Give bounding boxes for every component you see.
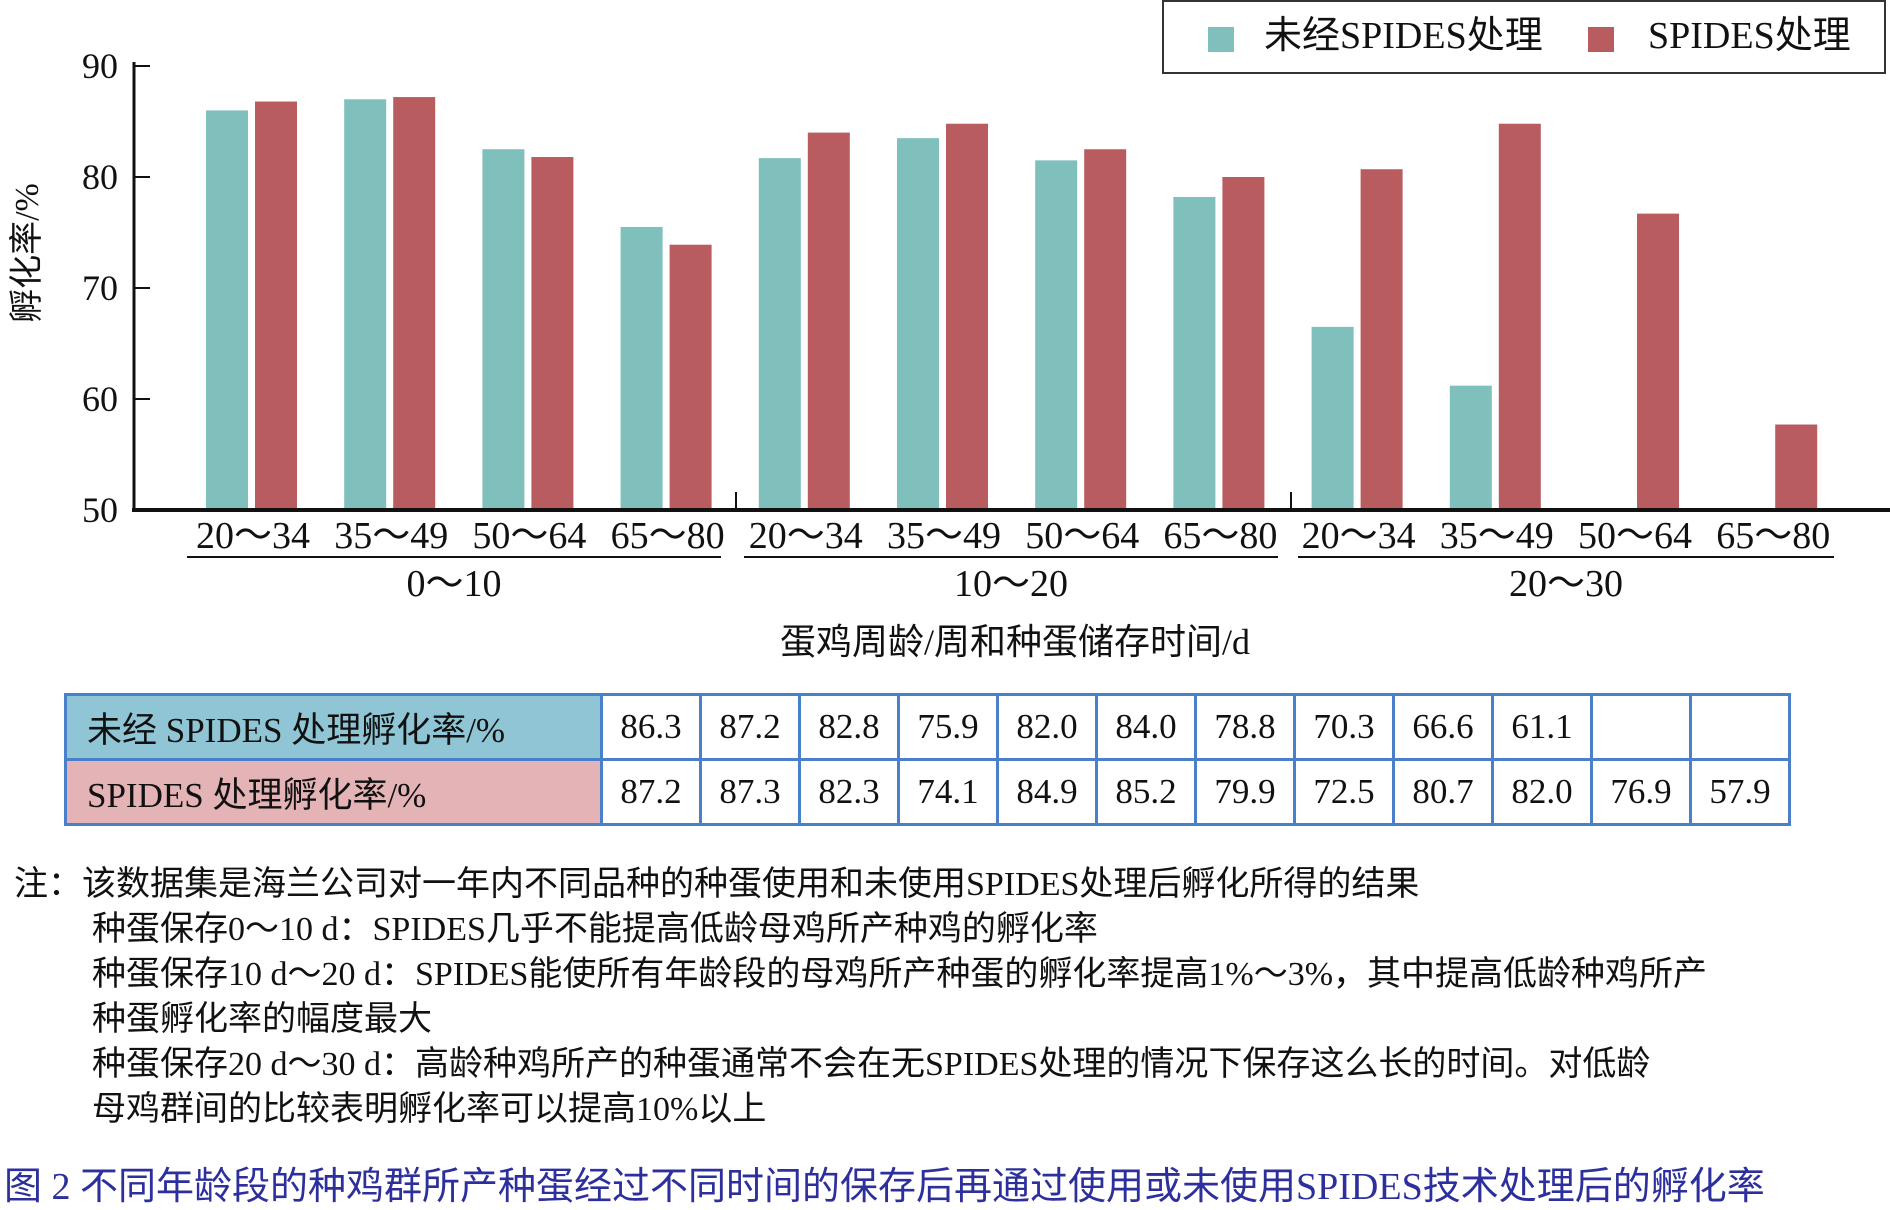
bar-chart: 50 60 70 80 90 20～34 35～49 50～64 65～80 20～34 35～49… bbox=[8, 46, 1890, 662]
note-line: 种蛋保存0～10 d：SPIDES几乎不能提高低龄母鸡所产种鸡的孵化率 bbox=[92, 911, 1098, 948]
bar-treated bbox=[531, 157, 574, 510]
x-tick-label: 35～49 bbox=[334, 515, 448, 557]
bar-treated bbox=[1222, 177, 1265, 510]
group-label: 0～10 bbox=[406, 563, 501, 605]
bar-untreated bbox=[897, 138, 939, 510]
x-tick-label: 35～49 bbox=[887, 515, 1001, 557]
table-cell: 61.1 bbox=[1491, 693, 1593, 761]
bar-treated bbox=[1637, 213, 1679, 510]
legend-label-treated: SPIDES处理 bbox=[1648, 15, 1851, 57]
x-tick-label: 20～34 bbox=[749, 515, 863, 557]
table-cell: 82.8 bbox=[798, 693, 900, 761]
table-cell bbox=[1689, 693, 1791, 761]
table-cell: 82.3 bbox=[798, 758, 900, 826]
table-cell: 87.2 bbox=[600, 758, 702, 826]
x-tick-label: 20～34 bbox=[196, 515, 310, 557]
note-line: 母鸡群间的比较表明孵化率可以提高10%以上 bbox=[92, 1091, 767, 1128]
note-line: 种蛋保存10 d～20 d：SPIDES能使所有年龄段的母鸡所产种蛋的孵化率提高… bbox=[92, 956, 1708, 993]
x-tick-label: 65～80 bbox=[1716, 515, 1830, 557]
notes: 注：该数据集是海兰公司对一年内不同品种的种蛋使用和未使用SPIDES处理后孵化所… bbox=[14, 862, 1707, 1132]
figure-caption: 图 2 不同年龄段的种鸡群所产种蛋经过不同时间的保存后再通过使用或未使用SPID… bbox=[4, 1166, 1765, 1208]
table-cell: 80.7 bbox=[1392, 758, 1494, 826]
table-cell bbox=[1590, 693, 1692, 761]
y-tick-label: 50 bbox=[82, 490, 118, 530]
table-cell: 84.0 bbox=[1095, 693, 1197, 761]
bar-untreated bbox=[344, 99, 387, 511]
group-label: 10～20 bbox=[954, 563, 1068, 605]
bar-untreated bbox=[1311, 326, 1354, 510]
y-tick-label: 90 bbox=[82, 46, 118, 86]
bar-treated bbox=[393, 97, 436, 510]
y-tick-label: 70 bbox=[82, 268, 118, 308]
bar-treated bbox=[1360, 169, 1403, 511]
table-cell: 74.1 bbox=[897, 758, 999, 826]
legend-label-untreated: 未经SPIDES处理 bbox=[1264, 15, 1543, 57]
note-line: 种蛋孵化率的幅度最大 bbox=[92, 1001, 432, 1038]
table-cell: 87.2 bbox=[699, 693, 801, 761]
legend-swatch-untreated bbox=[1208, 27, 1234, 52]
y-axis-title: 孵化率/% bbox=[8, 183, 46, 323]
bar-untreated bbox=[1035, 160, 1078, 510]
table-cell: 86.3 bbox=[600, 693, 702, 761]
table-cell: 82.0 bbox=[996, 693, 1098, 761]
x-tick-label: 20～34 bbox=[1302, 515, 1416, 557]
bar-untreated bbox=[1173, 196, 1216, 511]
table-cell: 72.5 bbox=[1293, 758, 1395, 826]
table-cell: 84.9 bbox=[996, 758, 1098, 826]
table-cell: 57.9 bbox=[1689, 758, 1791, 826]
x-tick-label: 50～64 bbox=[1025, 515, 1139, 557]
note-line: 种蛋保存20 d～30 d：高龄种鸡所产的种蛋通常不会在无SPIDES处理的情况… bbox=[92, 1046, 1651, 1083]
bar-treated bbox=[255, 101, 297, 511]
table-row-untreated: 未经 SPIDES 处理孵化率/% 86.3 87.2 82.8 75.9 82.0 84… bbox=[64, 693, 1791, 761]
table-row-treated: SPIDES 处理孵化率/% 87.2 87.3 82.3 74.1 84.9 85.2 7… bbox=[64, 758, 1791, 826]
bar-untreated bbox=[758, 158, 801, 510]
x-tick-label: 50～64 bbox=[1578, 515, 1692, 557]
table-cell: 85.2 bbox=[1095, 758, 1197, 826]
bar-untreated bbox=[482, 149, 525, 510]
bar-untreated bbox=[1449, 385, 1492, 510]
bar-untreated bbox=[206, 110, 248, 511]
bar-treated bbox=[807, 132, 850, 510]
x-tick-label: 35～49 bbox=[1440, 515, 1554, 557]
table-cell: 66.6 bbox=[1392, 693, 1494, 761]
data-table: 未经 SPIDES 处理孵化率/% 86.3 87.2 82.8 75.9 82.0 84… bbox=[64, 693, 1791, 826]
table-cell: 79.9 bbox=[1194, 758, 1296, 826]
table-cell: 70.3 bbox=[1293, 693, 1395, 761]
table-cell: 75.9 bbox=[897, 693, 999, 761]
x-tick-label: 65～80 bbox=[611, 515, 725, 557]
x-axis-title: 蛋鸡周龄/周和种蛋储存时间/d bbox=[780, 622, 1250, 662]
row-header: SPIDES 处理孵化率/% bbox=[64, 758, 603, 826]
bar-treated bbox=[1498, 123, 1541, 510]
table-cell: 82.0 bbox=[1491, 758, 1593, 826]
table-cell: 87.3 bbox=[699, 758, 801, 826]
notes-prefix: 注： bbox=[14, 866, 82, 903]
x-tick-label: 50～64 bbox=[472, 515, 586, 557]
y-tick-label: 80 bbox=[82, 157, 118, 197]
bar-treated bbox=[1775, 424, 1818, 510]
x-tick-label: 65～80 bbox=[1163, 515, 1277, 557]
bar-treated bbox=[946, 123, 988, 510]
legend-swatch-treated bbox=[1588, 27, 1614, 52]
bar-untreated bbox=[620, 226, 663, 510]
note-line: 该数据集是海兰公司对一年内不同品种的种蛋使用和未使用SPIDES处理后孵化所得的… bbox=[82, 866, 1420, 903]
bar-treated bbox=[1084, 149, 1127, 510]
row-header: 未经 SPIDES 处理孵化率/% bbox=[64, 693, 603, 761]
bar-treated bbox=[669, 244, 712, 510]
legend: 未经SPIDES处理 SPIDES处理 bbox=[1162, 0, 1886, 74]
group-label: 20～30 bbox=[1509, 563, 1623, 605]
y-tick-label: 60 bbox=[82, 379, 118, 419]
table-cell: 76.9 bbox=[1590, 758, 1692, 826]
table-cell: 78.8 bbox=[1194, 693, 1296, 761]
